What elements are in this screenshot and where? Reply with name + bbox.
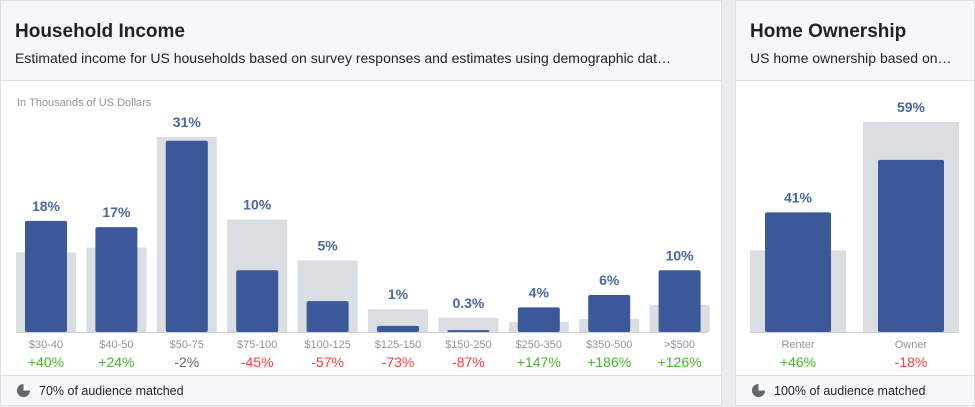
audience-bar <box>588 294 631 332</box>
audience-bar <box>377 325 419 332</box>
audience-bar <box>236 270 279 332</box>
audience-bar <box>447 330 490 332</box>
category-label: $30-40 <box>29 339 63 351</box>
bar-value-label: 18% <box>32 198 61 214</box>
audience-bar <box>95 227 138 332</box>
household-income-chart: 18% $30-40 +40% 17% $40-50 +24% 31% $50-75 -2% 10… <box>16 114 710 370</box>
bar-value-label: 17% <box>102 204 131 220</box>
audience-bar <box>165 140 208 332</box>
category-label: $100-125 <box>304 339 351 351</box>
category-label: $50-75 <box>170 339 204 351</box>
household-income-header: Household Income Estimated income for US… <box>1 1 721 81</box>
difference-label: +126% <box>658 354 702 370</box>
audience-matched-text: 100% of audience matched <box>774 384 926 398</box>
audience-bar <box>878 159 944 332</box>
home-ownership-card: Home Ownership US home ownership based o… <box>735 0 975 406</box>
difference-label: +40% <box>28 354 64 370</box>
difference-label: +147% <box>517 354 561 370</box>
bar-value-label: 41% <box>784 189 813 205</box>
audience-matched-text: 70% of audience matched <box>39 384 184 398</box>
home-ownership-chart: 41% Renter +46% 59% Owner -18% <box>750 99 959 370</box>
audience-bar <box>517 307 560 332</box>
bar-value-label: 5% <box>317 237 338 253</box>
home-ownership-title: Home Ownership <box>750 21 907 42</box>
bar-value-label: 1% <box>388 286 409 302</box>
difference-label: +24% <box>98 354 134 370</box>
difference-label: -87% <box>452 354 485 370</box>
household-income-card: Household Income Estimated income for US… <box>0 0 722 406</box>
bar-value-label: 10% <box>243 197 272 213</box>
baseline-bar <box>438 317 499 332</box>
category-label: $40-50 <box>99 339 133 351</box>
category-label: Owner <box>895 339 928 351</box>
household-income-title: Household Income <box>15 21 185 42</box>
difference-label: +186% <box>587 354 631 370</box>
category-label: $250-350 <box>516 339 563 351</box>
difference-label: -2% <box>174 354 199 370</box>
difference-label: +46% <box>780 354 816 370</box>
audience-bar <box>25 220 67 332</box>
audience-bar <box>658 270 701 332</box>
bar-value-label: 59% <box>897 99 926 115</box>
difference-label: -18% <box>895 354 928 370</box>
home-ownership-header: Home Ownership US home ownership based o… <box>736 1 974 81</box>
category-label: Renter <box>781 339 814 351</box>
bar-value-label: 10% <box>666 247 695 263</box>
audience-bar <box>306 301 349 332</box>
audience-bar <box>765 212 831 332</box>
household-income-footer: 70% of audience matched <box>1 375 721 405</box>
unit-label: In Thousands of US Dollars <box>17 97 152 109</box>
category-label: $125-150 <box>375 339 422 351</box>
bar-value-label: 31% <box>173 114 202 130</box>
pie-chart-icon <box>16 383 31 398</box>
category-label: >$500 <box>664 339 695 351</box>
pie-chart-icon <box>751 383 766 398</box>
category-label: $350-500 <box>586 339 633 351</box>
bar-value-label: 0.3% <box>452 295 484 311</box>
bar-value-label: 6% <box>599 272 620 288</box>
home-ownership-footer: 100% of audience matched <box>736 375 974 405</box>
difference-label: -57% <box>311 354 344 370</box>
bar-value-label: 4% <box>529 284 550 300</box>
difference-label: -73% <box>382 354 415 370</box>
category-label: $75-100 <box>237 339 277 351</box>
difference-label: -45% <box>241 354 274 370</box>
category-label: $150-250 <box>445 339 492 351</box>
